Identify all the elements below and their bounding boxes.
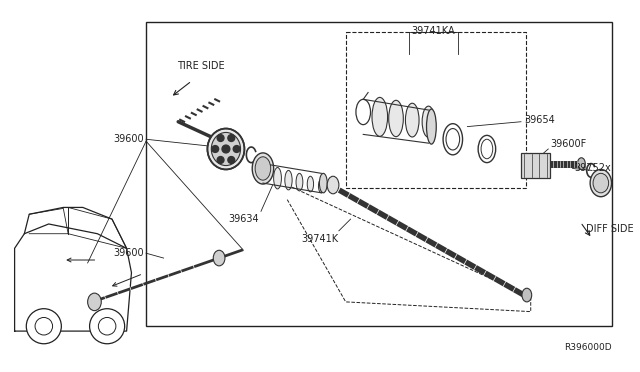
- Ellipse shape: [307, 176, 314, 192]
- Ellipse shape: [426, 109, 436, 144]
- Ellipse shape: [319, 179, 324, 193]
- Circle shape: [35, 317, 52, 335]
- Bar: [146, 22, 612, 326]
- Ellipse shape: [327, 176, 339, 194]
- Text: DIFF SIDE: DIFF SIDE: [586, 224, 634, 234]
- Text: 39600F: 39600F: [550, 139, 586, 149]
- Ellipse shape: [213, 250, 225, 266]
- Text: 39634: 39634: [228, 214, 259, 224]
- Bar: [521, 153, 550, 178]
- Ellipse shape: [593, 173, 609, 193]
- Bar: [346, 32, 526, 188]
- Ellipse shape: [422, 106, 435, 137]
- Text: 39741KA: 39741KA: [412, 26, 455, 36]
- Ellipse shape: [522, 288, 532, 302]
- Ellipse shape: [590, 169, 612, 197]
- Circle shape: [217, 135, 224, 141]
- Circle shape: [228, 157, 235, 163]
- Ellipse shape: [296, 173, 303, 191]
- Circle shape: [212, 145, 219, 153]
- Ellipse shape: [388, 100, 403, 137]
- Text: R396000D: R396000D: [564, 343, 612, 352]
- Text: 39600: 39600: [113, 248, 144, 258]
- Circle shape: [99, 317, 116, 335]
- Ellipse shape: [207, 129, 244, 169]
- Circle shape: [222, 145, 230, 153]
- Circle shape: [26, 309, 61, 344]
- Circle shape: [217, 157, 224, 163]
- Ellipse shape: [577, 158, 585, 169]
- Ellipse shape: [255, 157, 271, 180]
- Ellipse shape: [88, 293, 101, 311]
- Text: 39752x: 39752x: [575, 163, 611, 173]
- Ellipse shape: [319, 173, 327, 193]
- Ellipse shape: [285, 170, 292, 190]
- Circle shape: [90, 309, 125, 344]
- Text: TIRE SIDE: TIRE SIDE: [177, 61, 225, 71]
- Ellipse shape: [252, 153, 274, 184]
- Text: 39741K: 39741K: [301, 234, 338, 244]
- Ellipse shape: [274, 167, 282, 189]
- Ellipse shape: [211, 132, 241, 166]
- Circle shape: [233, 145, 240, 153]
- Text: 39654: 39654: [524, 115, 555, 125]
- Text: 39600: 39600: [113, 134, 144, 144]
- Ellipse shape: [405, 103, 419, 137]
- Circle shape: [228, 135, 235, 141]
- Ellipse shape: [372, 97, 388, 136]
